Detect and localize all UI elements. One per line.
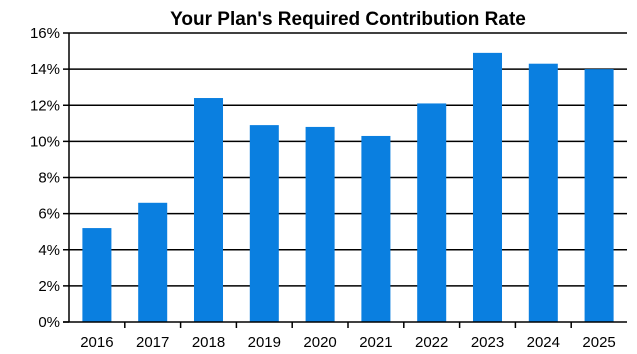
x-tick-label: 2023 (471, 334, 504, 351)
x-tick-label: 2019 (248, 334, 281, 351)
bar-2016 (82, 228, 112, 322)
bar-2023 (472, 52, 503, 323)
chart-title: Your Plan's Required Contribution Rate (170, 9, 526, 30)
y-tick-label: 8% (38, 170, 60, 187)
bar-2019 (249, 125, 279, 323)
y-tick-labels: 0% 2% 4% 6% 8% 10% 12% 14% 16% (30, 25, 60, 331)
x-tick-label: 2024 (527, 334, 560, 351)
x-tick-label: 2017 (136, 334, 169, 351)
x-tick-label: 2021 (359, 334, 392, 351)
bar-2017 (138, 202, 168, 322)
y-tick-label: 14% (30, 61, 60, 78)
bars (82, 52, 614, 323)
bar-2020 (305, 126, 335, 322)
y-tick-label: 2% (38, 278, 60, 295)
y-tick-label: 12% (30, 97, 60, 114)
x-tick-label: 2025 (582, 334, 615, 351)
x-tick-label: 2016 (80, 334, 113, 351)
y-tick-label: 4% (38, 242, 60, 259)
y-tick-label: 0% (38, 314, 60, 331)
x-tick-label: 2018 (192, 334, 225, 351)
bar-2021 (361, 135, 391, 322)
y-tick-label: 6% (38, 206, 60, 223)
x-tick-labels: 2016 2017 2018 2019 2020 2021 2022 2023 2024 2025 (80, 334, 616, 351)
bar-2024 (528, 63, 558, 323)
bar-2018 (193, 98, 224, 323)
bar-2022 (417, 103, 447, 322)
x-tick-label: 2022 (415, 334, 448, 351)
axes (63, 32, 627, 328)
y-tick-label: 10% (30, 133, 60, 150)
y-tick-label: 16% (30, 25, 60, 42)
bar-2025 (584, 69, 614, 322)
x-tick-label: 2020 (303, 334, 336, 351)
